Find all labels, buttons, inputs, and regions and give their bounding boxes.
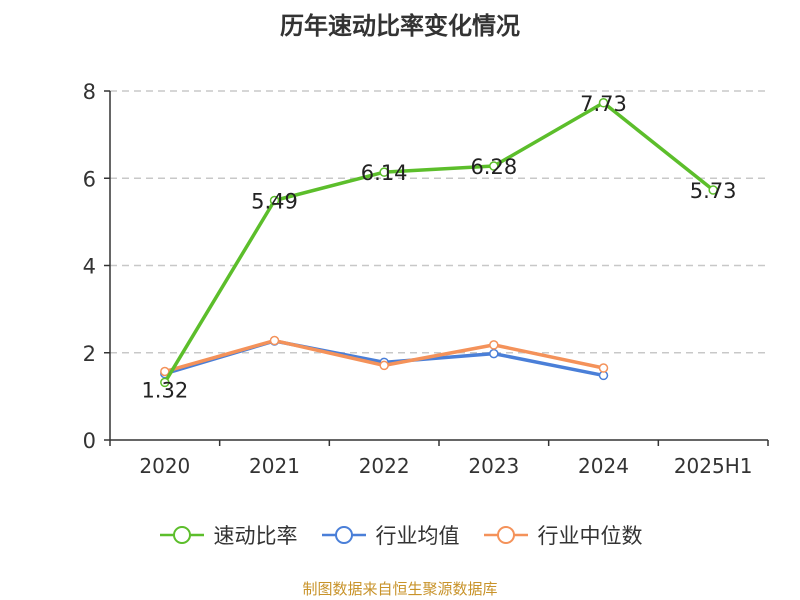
data-point bbox=[269, 195, 280, 206]
data-point bbox=[708, 185, 718, 195]
data-point bbox=[160, 377, 170, 388]
y-tick-label: 2 bbox=[83, 342, 96, 366]
legend-label-quick-ratio: 速动比率 bbox=[213, 524, 298, 548]
legend-item-industry-median[interactable]: 行业中位数 bbox=[482, 520, 643, 550]
data-point bbox=[489, 340, 499, 350]
legend-symbol-industry-mean bbox=[321, 526, 366, 544]
y-tick-label: 0 bbox=[83, 429, 96, 453]
legend-item-industry-mean[interactable]: 行业均值 bbox=[320, 520, 460, 550]
legend: 速动比率 行业均值 行业中位数 bbox=[0, 520, 800, 550]
data-label: 5.49 bbox=[251, 189, 298, 213]
data-label: 1.32 bbox=[141, 378, 188, 402]
legend-item-quick-ratio[interactable]: 速动比率 bbox=[158, 520, 298, 550]
data-label: 5.73 bbox=[690, 179, 737, 203]
data-point bbox=[598, 98, 609, 108]
x-tick-label: 2021 bbox=[249, 454, 300, 478]
data-point bbox=[489, 348, 499, 359]
x-tick-label: 2024 bbox=[578, 454, 629, 478]
x-tick-label: 2023 bbox=[468, 454, 519, 478]
data-point bbox=[269, 335, 280, 346]
chart-title: 历年速动比率变化情况 bbox=[280, 12, 520, 40]
data-point bbox=[379, 360, 389, 371]
legend-symbol-quick-ratio bbox=[159, 526, 204, 544]
x-tick-label: 2020 bbox=[139, 454, 190, 478]
legend-symbol-industry-median bbox=[483, 526, 528, 544]
data-label: 6.14 bbox=[361, 161, 408, 185]
legend-label-industry-mean: 行业均值 bbox=[375, 524, 460, 548]
series-line bbox=[163, 101, 715, 384]
data-point bbox=[598, 363, 609, 373]
data-source-note: 制图数据来自恒生聚源数据库 bbox=[302, 580, 498, 598]
data-point bbox=[379, 167, 389, 177]
y-tick-label: 4 bbox=[83, 255, 96, 279]
data-label: 6.28 bbox=[470, 155, 517, 179]
data-point bbox=[160, 366, 170, 377]
y-tick-label: 8 bbox=[83, 80, 96, 104]
legend-label-industry-median: 行业中位数 bbox=[537, 524, 643, 548]
y-tick-label: 6 bbox=[83, 167, 96, 191]
x-tick-label: 2025H1 bbox=[674, 454, 753, 478]
x-tick-label: 2022 bbox=[359, 454, 410, 478]
data-label: 7.73 bbox=[580, 92, 627, 116]
data-point bbox=[489, 161, 499, 171]
